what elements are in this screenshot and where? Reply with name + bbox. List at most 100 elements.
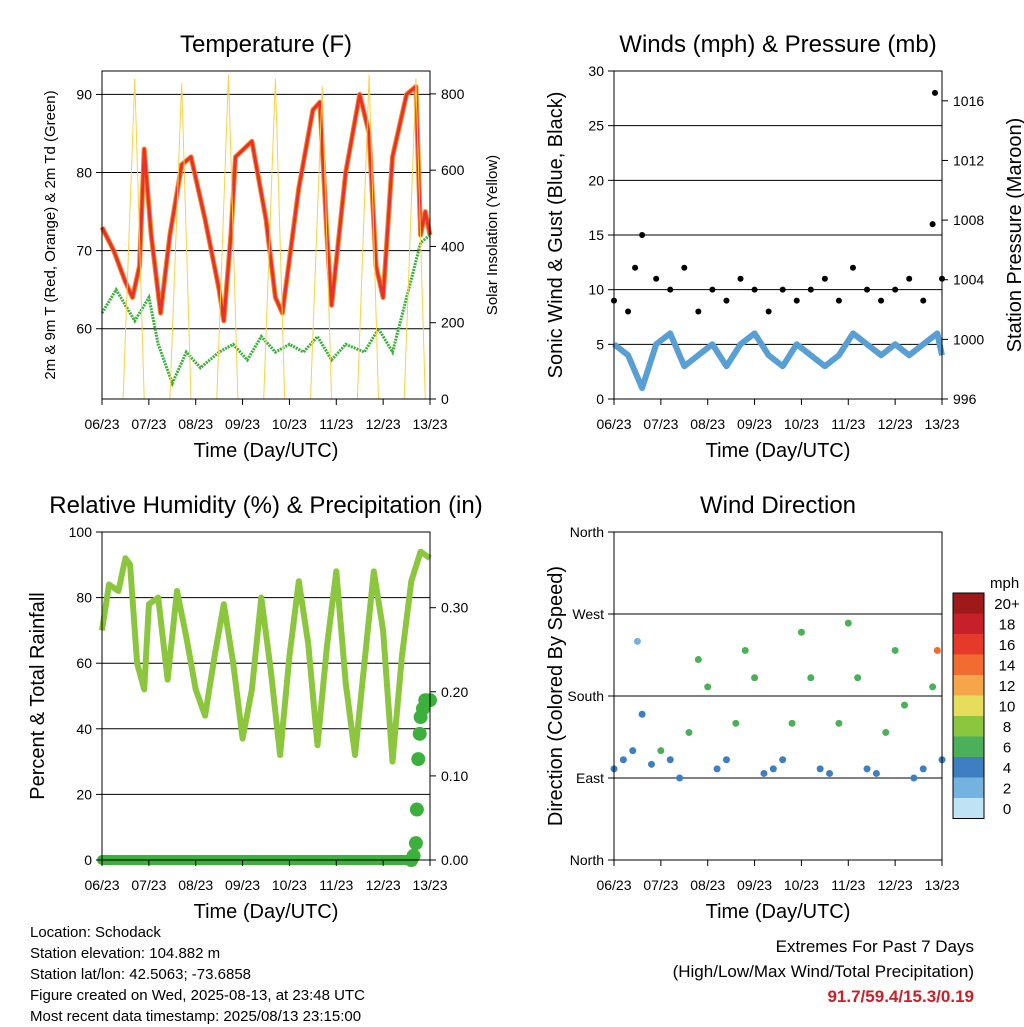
- gust-point-12: [765, 308, 772, 315]
- legend-label-8: 4: [1003, 760, 1011, 777]
- y-tick-label: 80: [76, 165, 92, 181]
- y-axis-label: Percent & Total Rainfall: [27, 592, 49, 800]
- direction-point-21: [797, 628, 805, 636]
- direction-point-5: [647, 760, 655, 768]
- legend-label-10: 0: [1003, 801, 1011, 818]
- direction-point-2: [629, 747, 637, 755]
- x-tick-label: 09/23: [225, 877, 260, 893]
- gust-point-7: [695, 308, 702, 315]
- y-tick-label: 10: [588, 282, 604, 298]
- y-right-tick-label: 1012: [953, 152, 984, 168]
- gust-point-19: [864, 286, 871, 293]
- panel-title: Wind Direction: [700, 492, 856, 519]
- y-tick-label: 0: [84, 852, 92, 868]
- direction-point-26: [844, 619, 852, 627]
- gust-point-13: [779, 286, 786, 293]
- direction-point-18: [769, 765, 777, 773]
- x-tick-label: 11/23: [831, 877, 865, 893]
- panel-3: Relative Humidity (%) & Precipitation (i…: [27, 492, 483, 923]
- direction-point-6: [657, 747, 665, 755]
- legend-swatch-4: [953, 675, 984, 696]
- y-right-tick-label: 1000: [953, 331, 984, 347]
- x-tick-label: 10/23: [272, 877, 307, 893]
- legend-label-4: 12: [999, 678, 1016, 695]
- x-axis-label: Time (Day/UTC): [194, 440, 339, 462]
- precip-point-2: [406, 848, 421, 863]
- x-tick-label: 07/23: [643, 877, 678, 893]
- x-tick-label: 11/23: [319, 877, 353, 893]
- legend-title: mph: [990, 575, 1019, 592]
- gust-point-25: [931, 89, 938, 96]
- x-tick-label: 10/23: [784, 416, 819, 432]
- gust-point-2: [632, 264, 639, 271]
- y-tick-label: East: [576, 770, 604, 786]
- direction-point-4: [638, 710, 646, 718]
- y-right-tick-label: 996: [953, 391, 977, 407]
- wind-series: [612, 330, 945, 392]
- x-tick-label: 08/23: [178, 877, 213, 893]
- direction-point-1: [619, 756, 627, 764]
- station-elevation: Station elevation: 104.882 m: [30, 945, 221, 962]
- x-tick-label: 12/23: [878, 877, 913, 893]
- legend-swatch-8: [953, 757, 984, 778]
- extremes-subtitle: (High/Low/Max Wind/Total Precipitation): [672, 962, 974, 981]
- direction-point-7: [666, 756, 674, 764]
- panel-title: Relative Humidity (%) & Precipitation (i…: [49, 492, 482, 519]
- x-tick-label: 12/23: [878, 416, 913, 432]
- y-tick-label: 60: [76, 321, 92, 337]
- y-tick-label: 100: [69, 524, 93, 540]
- legend-swatch-1: [953, 613, 984, 634]
- x-axis-label: Time (Day/UTC): [706, 440, 851, 462]
- recent-data-timestamp: Most recent data timestamp: 2025/08/13 2…: [30, 1008, 362, 1025]
- panel-2: Winds (mph) & Pressure (mb) 0 5 10 15 20 25 30 9…: [545, 31, 1024, 462]
- y-tick-label: West: [572, 606, 604, 622]
- legend-swatch-7: [953, 736, 984, 757]
- y-tick-label: 30: [588, 63, 604, 79]
- gust-point-11: [751, 286, 758, 293]
- x-tick-label: 07/23: [131, 877, 166, 893]
- x-tick-label: 13/23: [412, 877, 447, 893]
- rh-series: [99, 548, 432, 765]
- precip-point-4: [409, 802, 424, 817]
- legend-swatch-5: [953, 695, 984, 716]
- x-tick-label: 10/23: [272, 416, 307, 432]
- legend-frame: [952, 592, 985, 819]
- y-tick-label: 70: [76, 243, 92, 259]
- precip-point-6: [412, 726, 427, 741]
- x-tick-label: 12/23: [366, 877, 401, 893]
- y-right-tick-label: 800: [441, 86, 465, 102]
- panel-title: Winds (mph) & Pressure (mb): [619, 31, 936, 58]
- gust-point-20: [878, 297, 885, 304]
- panel-title: Temperature (F): [180, 31, 352, 58]
- y-right-tick-label: 0.00: [441, 852, 468, 868]
- gust-point-1: [625, 308, 632, 315]
- y-axis-label: Direction (Colored By Speed): [545, 566, 567, 826]
- extremes-box: Extremes For Past 7 Days (High/Low/Max W…: [673, 934, 974, 1009]
- direction-point-25: [835, 719, 843, 727]
- legend-label-9: 2: [1003, 781, 1011, 798]
- gust-point-14: [793, 297, 800, 304]
- direction-point-23: [816, 765, 824, 773]
- y-right-axis-label: Solar Insolation (Yellow): [484, 155, 501, 315]
- x-tick-label: 08/23: [178, 416, 213, 432]
- gust-point-23: [920, 297, 927, 304]
- x-tick-label: 06/23: [596, 877, 631, 893]
- y-tick-label: 90: [76, 86, 92, 102]
- direction-point-33: [910, 774, 918, 782]
- legend-label-3: 14: [999, 658, 1016, 675]
- y-tick-label: 15: [588, 227, 604, 243]
- direction-point-28: [863, 765, 871, 773]
- x-tick-label: 11/23: [319, 416, 353, 432]
- legend-swatch-10: [953, 798, 984, 819]
- y-tick-label: South: [567, 688, 604, 704]
- legend-label-2: 16: [999, 637, 1016, 654]
- gust-point-6: [681, 264, 688, 271]
- y-tick-label: 20: [588, 172, 604, 188]
- y-right-tick-label: 600: [441, 162, 465, 178]
- gust-point-24: [929, 221, 936, 228]
- x-tick-label: 13/23: [924, 877, 959, 893]
- station-info: Location: Schodack Station elevation: 10…: [30, 922, 365, 1027]
- direction-point-24: [826, 769, 834, 777]
- x-tick-label: 11/23: [831, 416, 865, 432]
- direction-point-19: [779, 756, 787, 764]
